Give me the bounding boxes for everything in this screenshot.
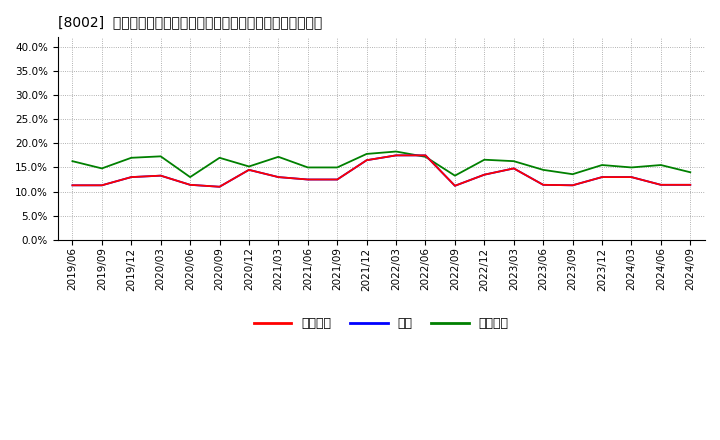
Legend: 売上債権, 在庫, 買入債務: 売上債権, 在庫, 買入債務	[249, 312, 514, 335]
Text: [8002]  売上債権、在庫、買入債務の総資産に対する比率の推移: [8002] 売上債権、在庫、買入債務の総資産に対する比率の推移	[58, 15, 322, 29]
